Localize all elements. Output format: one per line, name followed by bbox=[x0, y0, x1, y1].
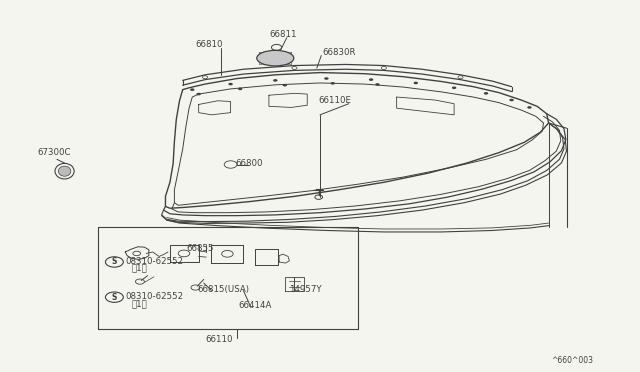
Text: 66110E: 66110E bbox=[319, 96, 352, 105]
Text: 66414A: 66414A bbox=[238, 301, 271, 310]
Circle shape bbox=[484, 92, 488, 94]
Circle shape bbox=[509, 99, 514, 101]
Circle shape bbox=[283, 84, 287, 87]
Circle shape bbox=[452, 87, 456, 89]
Circle shape bbox=[238, 87, 243, 90]
Text: 66811: 66811 bbox=[269, 29, 296, 39]
Text: 08310-62552: 08310-62552 bbox=[126, 257, 184, 266]
Text: 67300C: 67300C bbox=[38, 148, 71, 157]
Text: 、1）: 、1） bbox=[132, 264, 147, 273]
Text: 14957Y: 14957Y bbox=[289, 285, 322, 294]
Circle shape bbox=[196, 93, 201, 95]
Text: 08310-62552: 08310-62552 bbox=[126, 292, 184, 301]
Text: 66810: 66810 bbox=[195, 40, 223, 49]
Circle shape bbox=[273, 79, 278, 82]
Circle shape bbox=[413, 82, 418, 84]
Text: 、1）: 、1） bbox=[132, 299, 147, 308]
Text: 66110: 66110 bbox=[205, 335, 233, 344]
Text: ^660^003: ^660^003 bbox=[551, 356, 593, 365]
Text: 66855: 66855 bbox=[186, 244, 213, 253]
Ellipse shape bbox=[55, 163, 74, 179]
Text: 66815(USA): 66815(USA) bbox=[197, 285, 250, 294]
Text: 66830R: 66830R bbox=[322, 48, 355, 57]
Text: S: S bbox=[111, 293, 117, 302]
Ellipse shape bbox=[58, 166, 71, 176]
Ellipse shape bbox=[257, 50, 294, 66]
Circle shape bbox=[228, 83, 233, 86]
Circle shape bbox=[375, 83, 380, 86]
Text: 66800: 66800 bbox=[236, 159, 263, 168]
Circle shape bbox=[190, 88, 195, 91]
Circle shape bbox=[324, 77, 328, 80]
Circle shape bbox=[330, 82, 335, 85]
Text: S: S bbox=[111, 257, 117, 266]
Circle shape bbox=[527, 106, 532, 109]
Circle shape bbox=[369, 78, 373, 81]
